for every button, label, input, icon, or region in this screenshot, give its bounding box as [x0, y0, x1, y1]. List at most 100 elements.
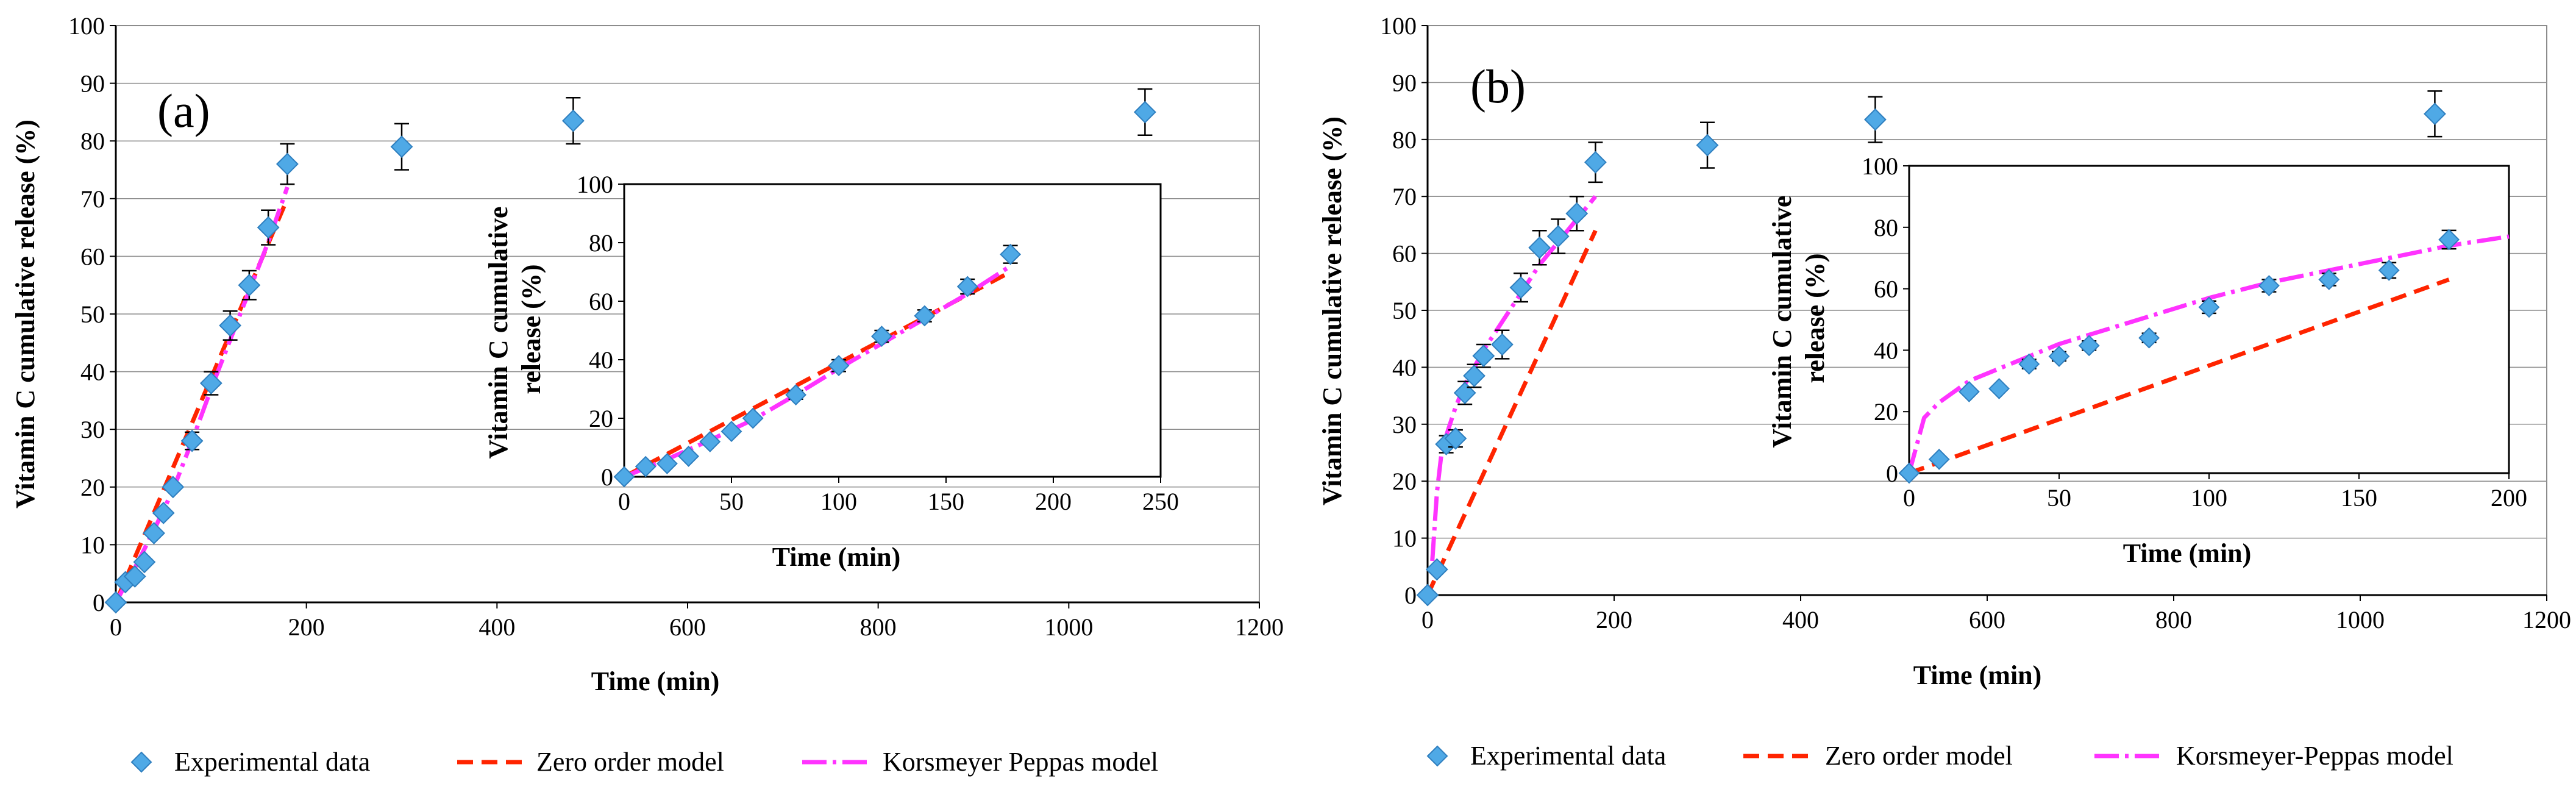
a-inset-y-tick-label: 80	[589, 229, 613, 257]
b-inset-data-point	[2378, 259, 2400, 281]
a-inset-data-point	[656, 452, 678, 474]
b-main-y-tick-label: 90	[1392, 69, 1417, 96]
legend-b-kp-label: Korsmeyer-Peppas model	[2176, 741, 2453, 771]
a-main-data-point	[162, 476, 185, 499]
b-inset-y-tick-label: 60	[1874, 276, 1898, 303]
b-inset-data-point	[2018, 353, 2040, 375]
b-main-x-tick-label: 1200	[2522, 606, 2571, 633]
panel-b-y-axis-title: Vitamin C cumulative release (%)	[1317, 116, 1347, 505]
panel-a-legend: Experimental data Zero order model Korsm…	[130, 747, 1158, 777]
a-inset-x-tick-label: 100	[820, 488, 857, 515]
legend-b-experimental-marker	[1426, 745, 1448, 767]
a-main-x-tick-label: 200	[288, 613, 325, 641]
b-inset-x-tick-label: 50	[2047, 484, 2071, 512]
b-main-y-tick-label: 20	[1392, 468, 1417, 495]
a-main-x-tick-label: 800	[860, 613, 897, 641]
b-inset-data-point	[1958, 381, 1980, 402]
a-main-y-tick-label: 0	[93, 589, 105, 616]
panel-a-x-axis-title: Time (min)	[591, 666, 720, 696]
legend-a-experimental-label: Experimental data	[174, 747, 370, 777]
b-main-data-point	[2423, 102, 2446, 126]
b-main-y-tick-label: 30	[1392, 411, 1417, 438]
a-main-data-point	[276, 152, 299, 176]
b-inset-x-tick-label: 150	[2341, 484, 2377, 512]
a-main-data-point	[390, 135, 413, 159]
b-inset-data-point	[2318, 269, 2340, 290]
b-inset-data-point	[1988, 377, 2010, 399]
a-main-y-tick-label: 30	[80, 416, 105, 443]
panel-b-legend: Experimental data Zero order model Korsm…	[1426, 741, 2453, 771]
b-inset-y-tick-label: 40	[1874, 337, 1898, 364]
b-main-x-tick-label: 0	[1421, 606, 1434, 633]
panel-a-inset-x-axis-title: Time (min)	[772, 542, 901, 572]
a-main-x-tick-label: 1200	[1235, 613, 1284, 641]
a-main-y-tick-label: 90	[80, 70, 105, 98]
b-inset-data-point	[1928, 448, 1950, 470]
a-inset-x-tick-label: 150	[928, 488, 964, 515]
a-main-data-point	[180, 429, 204, 452]
b-inset-x-tick-label: 0	[1903, 484, 1915, 512]
a-main-x-tick-label: 600	[669, 613, 706, 641]
b-inset-data-point	[2198, 296, 2220, 318]
a-main-data-point	[143, 522, 165, 544]
b-inset-x-tick-label: 100	[2191, 484, 2227, 512]
a-inset-data-point	[742, 407, 764, 429]
b-inset-y-tick-label: 100	[1862, 152, 1898, 180]
a-inset-data-point	[720, 421, 742, 443]
a-main-data-point	[133, 551, 156, 574]
a-main-data-point	[123, 565, 146, 588]
b-main-data-point	[1416, 583, 1439, 607]
legend-a-kp-label: Korsmeyer Peppas model	[883, 747, 1158, 777]
b-inset-data-point	[1898, 462, 1920, 484]
a-inset-data-point	[1000, 243, 1022, 265]
a-inset-data-point	[699, 430, 721, 452]
b-inset-data-point	[2438, 229, 2460, 251]
b-main-y-tick-label: 70	[1392, 183, 1417, 210]
b-inset-data-point	[2138, 327, 2160, 349]
b-main-data-point	[1463, 364, 1485, 387]
legend-b-zero-order-label: Zero order model	[1825, 741, 2013, 771]
b-main-x-tick-label: 200	[1596, 606, 1632, 633]
a-inset-y-tick-label: 60	[589, 288, 613, 315]
a-inset-x-tick-label: 250	[1142, 488, 1179, 515]
a-inset-x-tick-label: 50	[719, 488, 744, 515]
b-main-y-tick-label: 60	[1392, 240, 1417, 268]
panel-b-inset-chart: 0 20 40 60 80 100 0 50 100 150 200	[1862, 152, 2527, 512]
b-main-data-point	[1425, 558, 1448, 581]
b-main-x-tick-label: 1000	[2336, 606, 2385, 633]
a-main-data-point	[1133, 101, 1156, 124]
b-inset-y-tick-label: 20	[1874, 398, 1898, 426]
a-inset-y-tick-label: 20	[589, 405, 613, 432]
a-inset-y-tick-label: 100	[577, 171, 613, 198]
a-main-x-tick-label: 0	[110, 613, 122, 641]
a-inset-data-point	[635, 455, 656, 477]
b-main-data-point	[1509, 276, 1532, 299]
panel-b-label: (b)	[1470, 60, 1526, 113]
panel-b-inset-y-axis-title: Vitamin C cumulative release (%)	[1767, 189, 1830, 448]
b-inset-x-tick-label: 200	[2491, 484, 2527, 512]
a-inset-data-point	[870, 326, 892, 348]
legend-b-experimental-label: Experimental data	[1470, 741, 1666, 771]
b-main-data-point	[1565, 202, 1589, 225]
b-main-data-point	[1490, 333, 1514, 356]
b-inset-data-point	[2258, 275, 2280, 296]
a-main-y-tick-label: 100	[68, 12, 105, 40]
a-inset-x-tick-label: 200	[1035, 488, 1072, 515]
b-main-x-tick-label: 400	[1782, 606, 1819, 633]
a-main-data-point	[219, 314, 242, 337]
b-main-data-point	[1863, 108, 1887, 131]
b-main-x-tick-label: 800	[2155, 606, 2192, 633]
b-main-data-point	[1472, 344, 1495, 368]
b-inset-data-point	[2048, 346, 2070, 367]
b-main-y-tick-label: 50	[1392, 297, 1417, 324]
a-inset-x-tick-label: 0	[618, 488, 630, 515]
a-main-data-point	[238, 274, 261, 297]
a-inset-kp-line	[623, 264, 1012, 479]
a-main-data-point	[152, 501, 175, 524]
a-main-data-point	[199, 372, 222, 394]
legend-a-zero-order-label: Zero order model	[536, 747, 724, 777]
b-inset-zero-order-line	[1908, 277, 2450, 476]
panel-a-inset-chart: 0 20 40 60 80 100 0 50 100 150 200 250	[577, 171, 1179, 515]
